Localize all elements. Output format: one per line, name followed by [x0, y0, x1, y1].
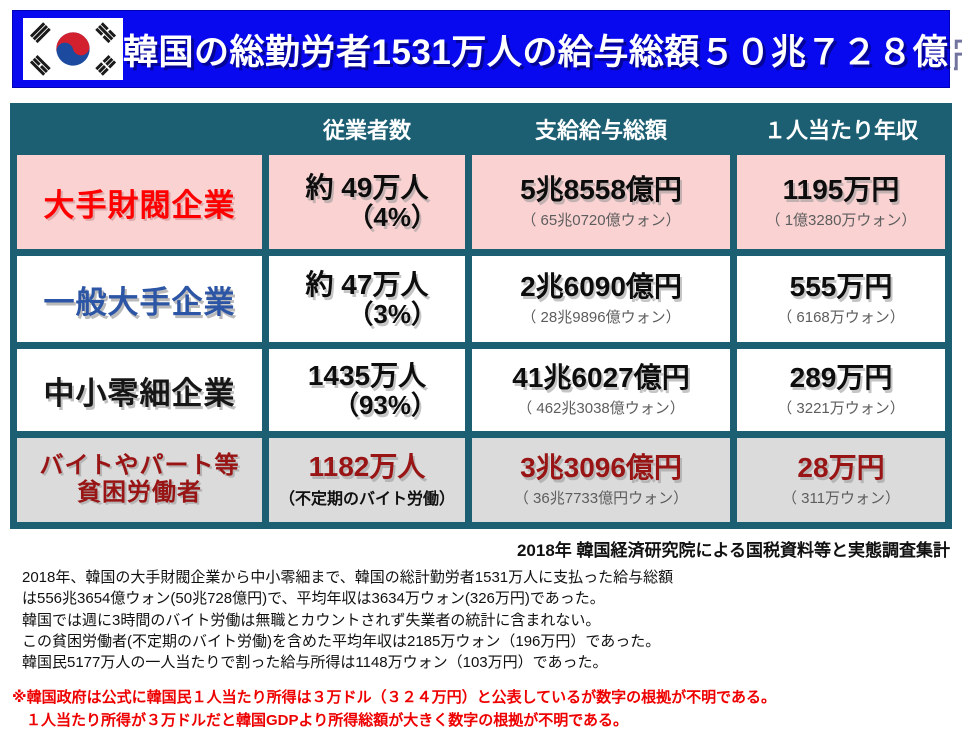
- part-time-workers-note: （不定期のバイト労働）: [278, 491, 455, 509]
- chaebol-total-salary-value: 5兆8558億円: [520, 173, 682, 205]
- large-companies-label: 一般大手企業: [43, 284, 236, 320]
- body-line-3: 韓国では週に3時間のバイト労働は無職とカウントされず失業者の統計に含まれない。: [22, 611, 601, 629]
- part-time-annual-income-cell: 28万円 （ 311万ウォン）: [737, 438, 945, 522]
- sme-workers-value: 1435万人: [307, 360, 427, 392]
- large-companies-annual-income-cell: 555万円 （ 6168万ウォン）: [737, 256, 945, 342]
- part-time-annual-income-value: 28万円: [797, 451, 885, 483]
- sme-total-salary-cell: 41兆6027億円 （ 462兆3038億ウォン）: [472, 349, 730, 431]
- title-banner: 韓国の総勤労者1531万人の給与総額５０兆７２８億円: [12, 10, 962, 88]
- sme-annual-income-value: 289万円: [789, 361, 893, 393]
- chaebol-total-salary-cell: 5兆8558億円 （ 65兆0720億ウォン）: [472, 155, 730, 249]
- chaebol-workers-value: 約 49万人: [305, 172, 429, 204]
- footnote-line-1: ※韓国政府は公式に韓国民１人当たり所得は３万ドル（３２４万円）と公表しているが数…: [12, 689, 776, 707]
- large-companies-annual-income-value: 555万円: [789, 270, 893, 302]
- large-companies-total-salary-value: 2兆6090億円: [520, 270, 682, 302]
- body-line-2: は556兆3654億ウォン(50兆728億円)で、平均年収は3634万ウォン(3…: [22, 590, 605, 608]
- footnote: ※韓国政府は公式に韓国民１人当たり所得は３万ドル（３２４万円）と公表しているが数…: [12, 687, 962, 732]
- chaebol-workers-percent: （4%）: [347, 202, 437, 233]
- large-companies-workers-percent: （3%）: [347, 299, 437, 330]
- column-header-workers: 従業者数: [269, 110, 465, 148]
- chaebol-total-salary-won: （ 65兆0720億ウォン）: [521, 212, 681, 230]
- table-corner-cell: [17, 110, 262, 148]
- sme-total-salary-value: 41兆6027億円: [512, 361, 690, 393]
- part-time-total-salary-cell: 3兆3096億円 （ 36兆7733億円ウォン）: [472, 438, 730, 522]
- part-time-total-salary-won: （ 36兆7733億円ウォン）: [513, 490, 689, 508]
- chaebol-annual-income-value: 1195万円: [782, 173, 900, 205]
- chaebol-annual-income-won: （ 1億3280万ウォン）: [765, 212, 917, 230]
- sme-annual-income-won: （ 3221万ウォン）: [777, 400, 905, 418]
- large-companies-workers-value: 約 47万人: [305, 269, 429, 301]
- large-companies-total-salary-won: （ 28兆9896億ウォン）: [521, 309, 681, 327]
- part-time-total-salary-value: 3兆3096億円: [520, 451, 682, 483]
- large-companies-total-salary-cell: 2兆6090億円 （ 28兆9896億ウォン）: [472, 256, 730, 342]
- chaebol-workers-cell: 約 49万人 （4%）: [269, 155, 465, 249]
- sme-label: 中小零細企業: [43, 375, 236, 411]
- salary-table: 従業者数 支給給与総額 １人当たり年収 大手財閥企業 約 49万人 （4%） 5…: [10, 103, 952, 529]
- source-note: 2018年 韓国経済研究院による国税資料等と実態調査集計: [516, 541, 950, 560]
- large-companies-workers-cell: 約 47万人 （3%）: [269, 256, 465, 342]
- part-time-label-line1: バイトやパート等: [39, 452, 240, 480]
- column-header-annual-income: １人当たり年収: [737, 110, 945, 148]
- part-time-annual-income-won: （ 311万ウォン）: [781, 490, 901, 508]
- large-companies-annual-income-won: （ 6168万ウォン）: [777, 309, 905, 327]
- sme-workers-percent: （93%）: [332, 390, 437, 421]
- part-time-label-line2: 貧困労働者: [77, 479, 202, 506]
- body-line-1: 2018年、韓国の大手財閥企業から中小零細まで、韓国の総計勤労者1531万人に支…: [22, 569, 674, 586]
- row-label-chaebol: 大手財閥企業: [17, 155, 262, 249]
- chaebol-label: 大手財閥企業: [43, 187, 236, 223]
- sme-total-salary-won: （ 462兆3038億ウォン）: [517, 400, 685, 418]
- body-text: 2018年、韓国の大手財閥企業から中小零細まで、韓国の総計勤労者1531万人に支…: [22, 567, 962, 673]
- chaebol-annual-income-cell: 1195万円 （ 1億3280万ウォン）: [737, 155, 945, 249]
- body-line-4: この貧困労働者(不定期のバイト労働)を含めた平均年収は2185万ウォン（196万…: [22, 632, 661, 650]
- row-label-large-companies: 一般大手企業: [17, 256, 262, 342]
- sme-annual-income-cell: 289万円 （ 3221万ウォン）: [737, 349, 945, 431]
- south-korea-flag-icon: [23, 18, 123, 80]
- part-time-workers-cell: 1182万人 （不定期のバイト労働）: [269, 438, 465, 522]
- sme-workers-cell: 1435万人 （93%）: [269, 349, 465, 431]
- part-time-workers-value: 1182万人: [308, 450, 426, 482]
- body-line-5: 韓国民5177万人の一人当たりで割った給与所得は1148万ウォン（103万円）で…: [22, 654, 608, 672]
- column-header-total-salary: 支給給与総額: [472, 110, 730, 148]
- page-title: 韓国の総勤労者1531万人の給与総額５０兆７２８億円: [123, 32, 962, 72]
- row-label-part-time: バイトやパート等 貧困労働者: [17, 438, 262, 522]
- row-label-sme: 中小零細企業: [17, 349, 262, 431]
- footnote-line-2: １人当たり所得が３万ドルだと韓国GDPより所得総額が大きく数字の根拠が不明である…: [26, 711, 629, 729]
